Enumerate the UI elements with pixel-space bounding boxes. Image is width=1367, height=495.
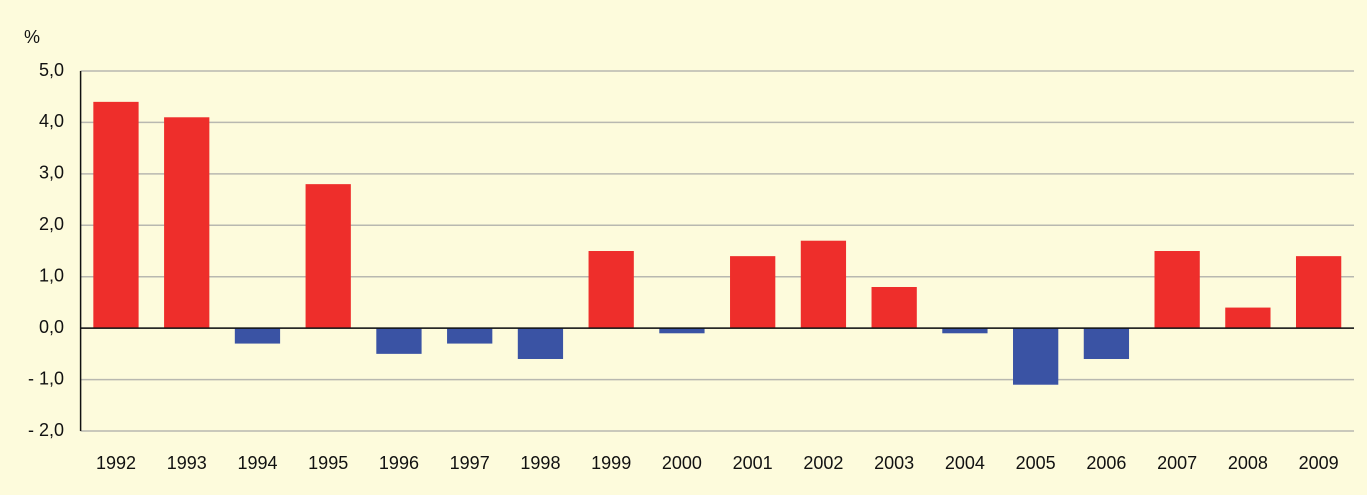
y-tick-label: - 2,0 bbox=[28, 420, 64, 440]
bar bbox=[1295, 256, 1342, 329]
y-tick-label: 2,0 bbox=[39, 214, 64, 234]
x-tick-label: 1994 bbox=[237, 453, 277, 473]
x-tick-label: 2007 bbox=[1157, 453, 1197, 473]
x-tick-label: 1996 bbox=[379, 453, 419, 473]
bar bbox=[1154, 251, 1200, 329]
bar bbox=[588, 251, 634, 329]
x-tick-label: 2004 bbox=[945, 453, 985, 473]
bar bbox=[93, 101, 139, 329]
x-tick-label: 1993 bbox=[167, 453, 207, 473]
x-tick-label: 2003 bbox=[874, 453, 914, 473]
x-tick-label: 2001 bbox=[733, 453, 773, 473]
bar bbox=[659, 328, 705, 334]
bar bbox=[376, 328, 422, 354]
x-tick-label: 2006 bbox=[1086, 453, 1126, 473]
x-tick-label: 2002 bbox=[803, 453, 843, 473]
x-tick-label: 1998 bbox=[520, 453, 560, 473]
y-tick-label: 1,0 bbox=[39, 265, 64, 285]
x-tick-label: 2000 bbox=[662, 453, 702, 473]
bar bbox=[164, 117, 210, 329]
x-tick-label: 2008 bbox=[1228, 453, 1268, 473]
bar bbox=[234, 328, 281, 344]
bar bbox=[871, 287, 917, 329]
x-tick-label: 1995 bbox=[308, 453, 348, 473]
y-tick-label: 0,0 bbox=[39, 317, 64, 337]
y-tick-label: - 1,0 bbox=[28, 368, 64, 388]
y-axis-label: % bbox=[24, 27, 40, 47]
y-tick-label: 3,0 bbox=[39, 163, 64, 183]
bar bbox=[305, 184, 351, 329]
x-tick-label: 1997 bbox=[450, 453, 490, 473]
x-tick-label: 1992 bbox=[96, 453, 136, 473]
x-tick-label: 2009 bbox=[1299, 453, 1339, 473]
bar bbox=[447, 328, 493, 344]
bar bbox=[730, 256, 776, 329]
x-tick-label: 2005 bbox=[1016, 453, 1056, 473]
bar bbox=[1225, 307, 1271, 329]
bar bbox=[517, 328, 564, 359]
y-tick-label: 4,0 bbox=[39, 111, 64, 131]
bar bbox=[1083, 328, 1130, 359]
bar bbox=[942, 328, 988, 334]
bar bbox=[1013, 328, 1059, 385]
bar bbox=[800, 240, 847, 329]
x-tick-label: 1999 bbox=[591, 453, 631, 473]
y-tick-label: 5,0 bbox=[39, 60, 64, 80]
